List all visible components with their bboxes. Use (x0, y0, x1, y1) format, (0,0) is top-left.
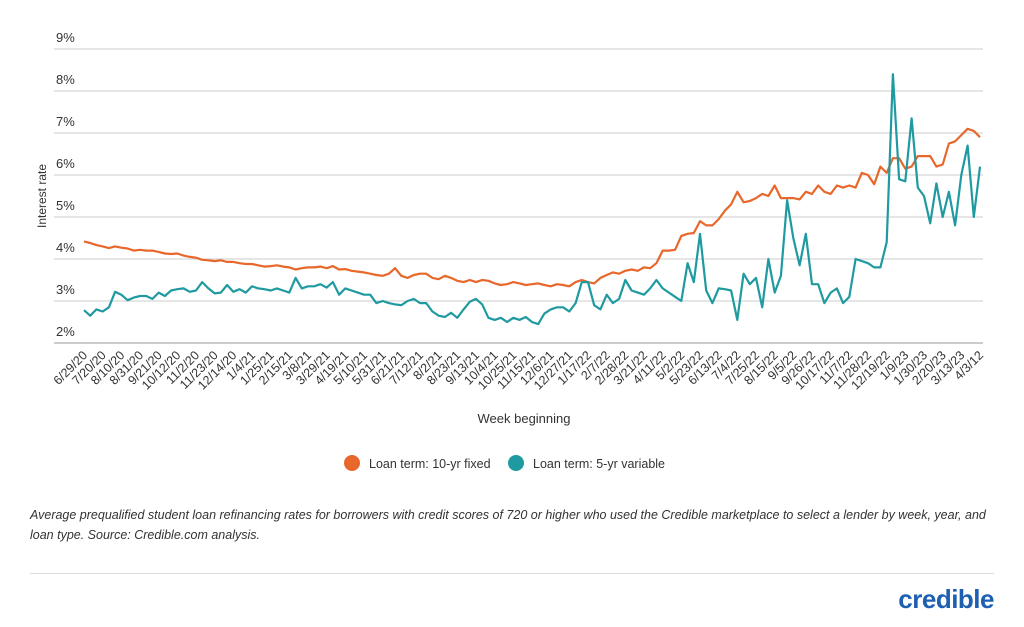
caption: Average prequalified student loan refina… (30, 508, 986, 542)
y-tick-label: 6% (56, 156, 75, 171)
y-tick-label: 5% (56, 198, 75, 213)
x-axis-label: Week beginning (478, 411, 571, 426)
legend-label: Loan term: 10-yr fixed (369, 457, 491, 471)
divider (30, 573, 994, 574)
y-tick-label: 2% (56, 324, 75, 339)
y-tick-label: 7% (56, 114, 75, 129)
y-tick-label: 9% (56, 30, 75, 45)
y-tick-label: 8% (56, 72, 75, 87)
legend-marker (508, 455, 524, 471)
legend-label: Loan term: 5-yr variable (533, 457, 665, 471)
y-tick-label: 4% (56, 240, 75, 255)
logo: credible (898, 584, 994, 614)
y-tick-label: 3% (56, 282, 75, 297)
legend-marker (344, 455, 360, 471)
y-axis-label: Interest rate (35, 164, 49, 228)
line-series (83, 73, 982, 326)
line-series (83, 127, 981, 288)
legend: Loan term: 10-yr fixed Loan term: 5-yr va… (344, 455, 665, 471)
chart: Interest rate Week beginning Loan term: … (35, 30, 986, 471)
